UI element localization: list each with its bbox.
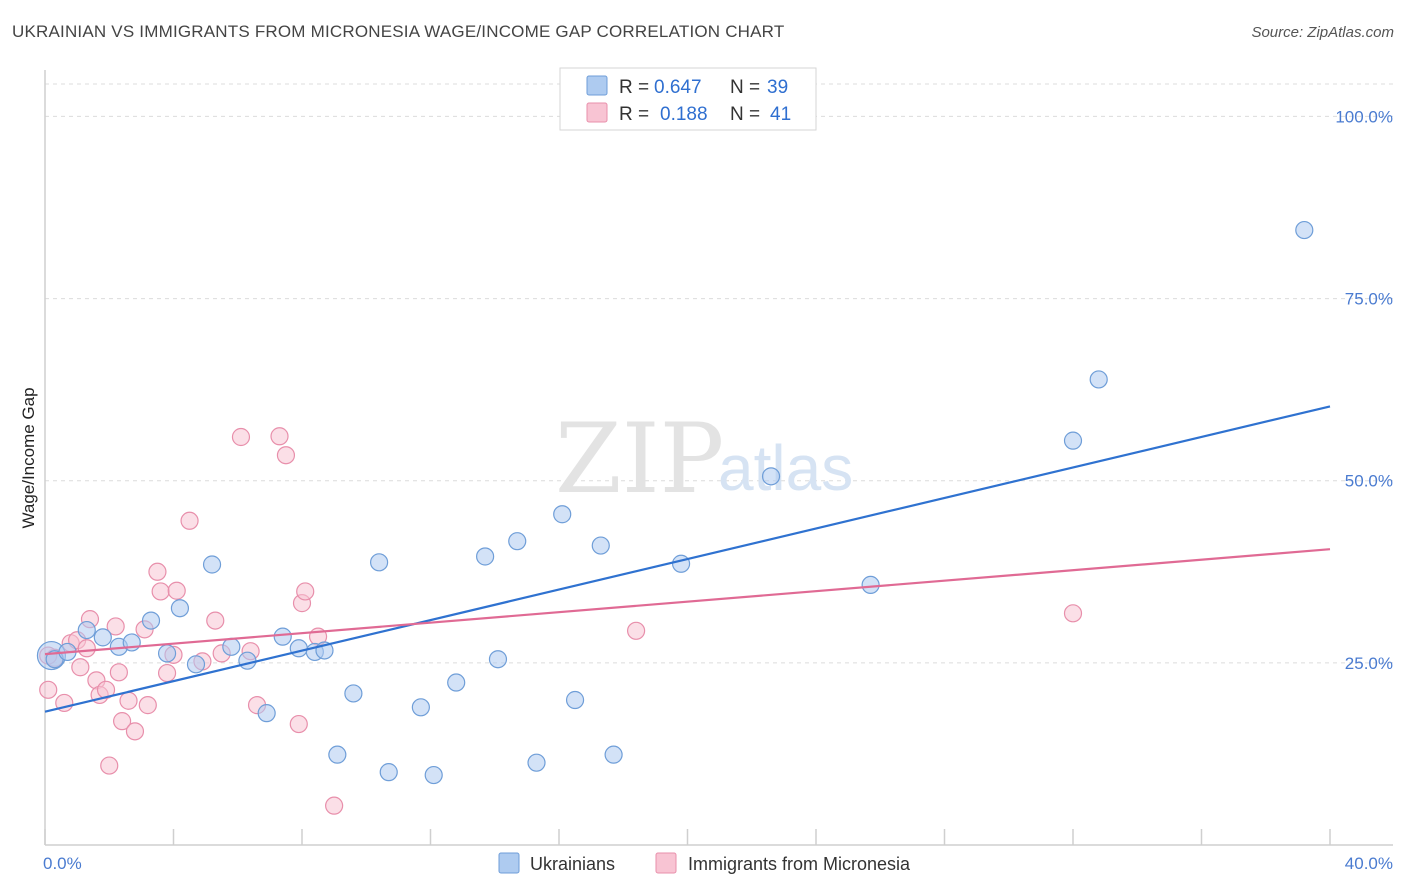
ukrainians-point — [565, 690, 585, 710]
ukrainians-point — [1063, 431, 1083, 450]
legend-r-label-1: R = — [619, 77, 649, 98]
y-axis-label: Wage/Income Gap — [19, 387, 38, 528]
micronesia-point — [106, 617, 125, 636]
micronesia-point — [296, 582, 315, 601]
y-tick-labels: 25.0% 50.0% 75.0% 100.0% — [1335, 107, 1393, 672]
legend-r-value-2: 0.188 — [660, 104, 708, 125]
bottom-legend-label-micronesia: Immigrants from Micronesia — [688, 854, 911, 874]
micronesia-point — [138, 696, 157, 715]
legend: R = 0.647 N = 39 R = 0.188 N = 41 — [559, 67, 817, 131]
ukrainians-point — [186, 655, 206, 674]
micronesia-point — [325, 796, 344, 815]
bottom-legend-swatch-ukrainians — [498, 852, 520, 874]
micronesia-point — [100, 756, 119, 775]
ukrainians-point — [1295, 220, 1314, 240]
ukrainians-point — [379, 763, 398, 782]
bottom-legend-label-ukrainians: Ukrainians — [530, 854, 615, 874]
micronesia-point — [119, 691, 138, 710]
x-tick-label-min: 0.0% — [43, 854, 82, 873]
ukrainians-point — [202, 555, 222, 574]
ukrainians-point — [411, 698, 430, 717]
micronesia-point — [289, 714, 308, 734]
ukrainians-point — [761, 467, 781, 486]
watermark-zip: ZIP — [555, 403, 724, 515]
ukrainians-point — [508, 532, 527, 551]
ukrainians-point — [370, 553, 389, 572]
legend-n-value-1: 39 — [767, 77, 788, 98]
ukrainians-point — [447, 673, 466, 692]
y-tick-label-50: 50.0% — [1345, 472, 1393, 491]
ukrainians-point — [93, 628, 112, 647]
micronesia-point — [270, 427, 289, 446]
y-tick-label-75: 75.0% — [1345, 290, 1393, 309]
legend-r-value-1: 0.647 — [654, 77, 702, 98]
micronesia-point — [157, 663, 177, 683]
bottom-legend: Ukrainians Immigrants from Micronesia — [498, 852, 911, 874]
legend-swatch-micronesia — [586, 102, 608, 123]
chart-title: UKRAINIAN VS IMMIGRANTS FROM MICRONESIA … — [12, 22, 785, 41]
micronesia-point — [109, 663, 128, 682]
bottom-legend-swatch-micronesia — [655, 852, 677, 874]
y-tick-label-25: 25.0% — [1345, 654, 1393, 673]
axes — [44, 70, 1393, 846]
ukrainians-point — [289, 639, 308, 658]
y-tick-label-100: 100.0% — [1335, 107, 1393, 126]
trend-line-micronesia — [44, 548, 1331, 656]
ukrainians-point — [141, 611, 161, 630]
ukrainians-point — [157, 644, 177, 663]
micronesia-point — [206, 611, 225, 630]
ukrainians-point — [170, 599, 190, 618]
micronesia-point — [276, 446, 296, 465]
micronesia-point — [96, 680, 116, 699]
ukrainians-point — [222, 637, 241, 656]
micronesia-point — [148, 562, 167, 581]
ukrainians-point — [553, 505, 572, 524]
ukrainians-point — [527, 753, 546, 772]
ukrainians-point — [671, 554, 691, 573]
ukrainians-point — [604, 745, 623, 764]
legend-n-label-1: N = — [730, 77, 760, 98]
ukrainians-point — [238, 651, 257, 670]
ukrainians-point — [488, 650, 508, 669]
series-ukrainians-points — [36, 220, 1314, 785]
x-ticks — [44, 829, 1331, 845]
micronesia-point — [112, 712, 132, 731]
source-label: Source: ZipAtlas.com — [1251, 24, 1394, 41]
legend-n-value-2: 41 — [770, 104, 791, 125]
x-tick-label-max: 40.0% — [1345, 854, 1393, 873]
legend-swatch-ukrainians — [586, 75, 608, 96]
micronesia-point — [626, 621, 646, 640]
micronesia-point — [167, 581, 186, 600]
micronesia-point — [231, 427, 251, 447]
ukrainians-point — [476, 547, 495, 566]
ukrainians-point — [1089, 370, 1108, 389]
ukrainians-point — [77, 620, 96, 640]
legend-n-label-2: N = — [730, 104, 760, 125]
grid — [45, 83, 1393, 664]
micronesia-point — [1063, 604, 1083, 623]
micronesia-point — [180, 511, 199, 530]
watermark-atlas: atlas — [718, 432, 853, 504]
micronesia-point — [71, 658, 90, 677]
micronesia-point — [39, 680, 58, 699]
legend-r-label-2: R = — [619, 104, 649, 125]
ukrainians-point — [257, 704, 276, 723]
ukrainians-point — [861, 575, 880, 595]
ukrainians-point — [328, 745, 347, 764]
trend-line-ukrainians — [44, 405, 1331, 713]
ukrainians-point — [424, 765, 443, 785]
micronesia-point — [151, 582, 170, 601]
ukrainians-point — [273, 627, 292, 646]
micronesia-point — [125, 722, 145, 741]
ukrainians-point — [591, 536, 610, 555]
ukrainians-point — [344, 684, 363, 703]
micronesia-point — [77, 639, 96, 658]
